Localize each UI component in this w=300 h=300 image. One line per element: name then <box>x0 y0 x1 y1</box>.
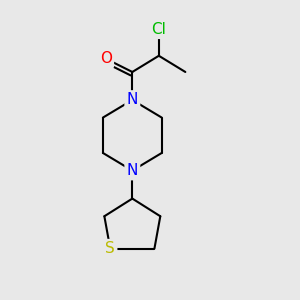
Text: S: S <box>105 241 115 256</box>
Text: O: O <box>100 51 112 66</box>
Text: N: N <box>127 163 138 178</box>
Text: Cl: Cl <box>152 22 166 37</box>
Text: N: N <box>127 92 138 107</box>
